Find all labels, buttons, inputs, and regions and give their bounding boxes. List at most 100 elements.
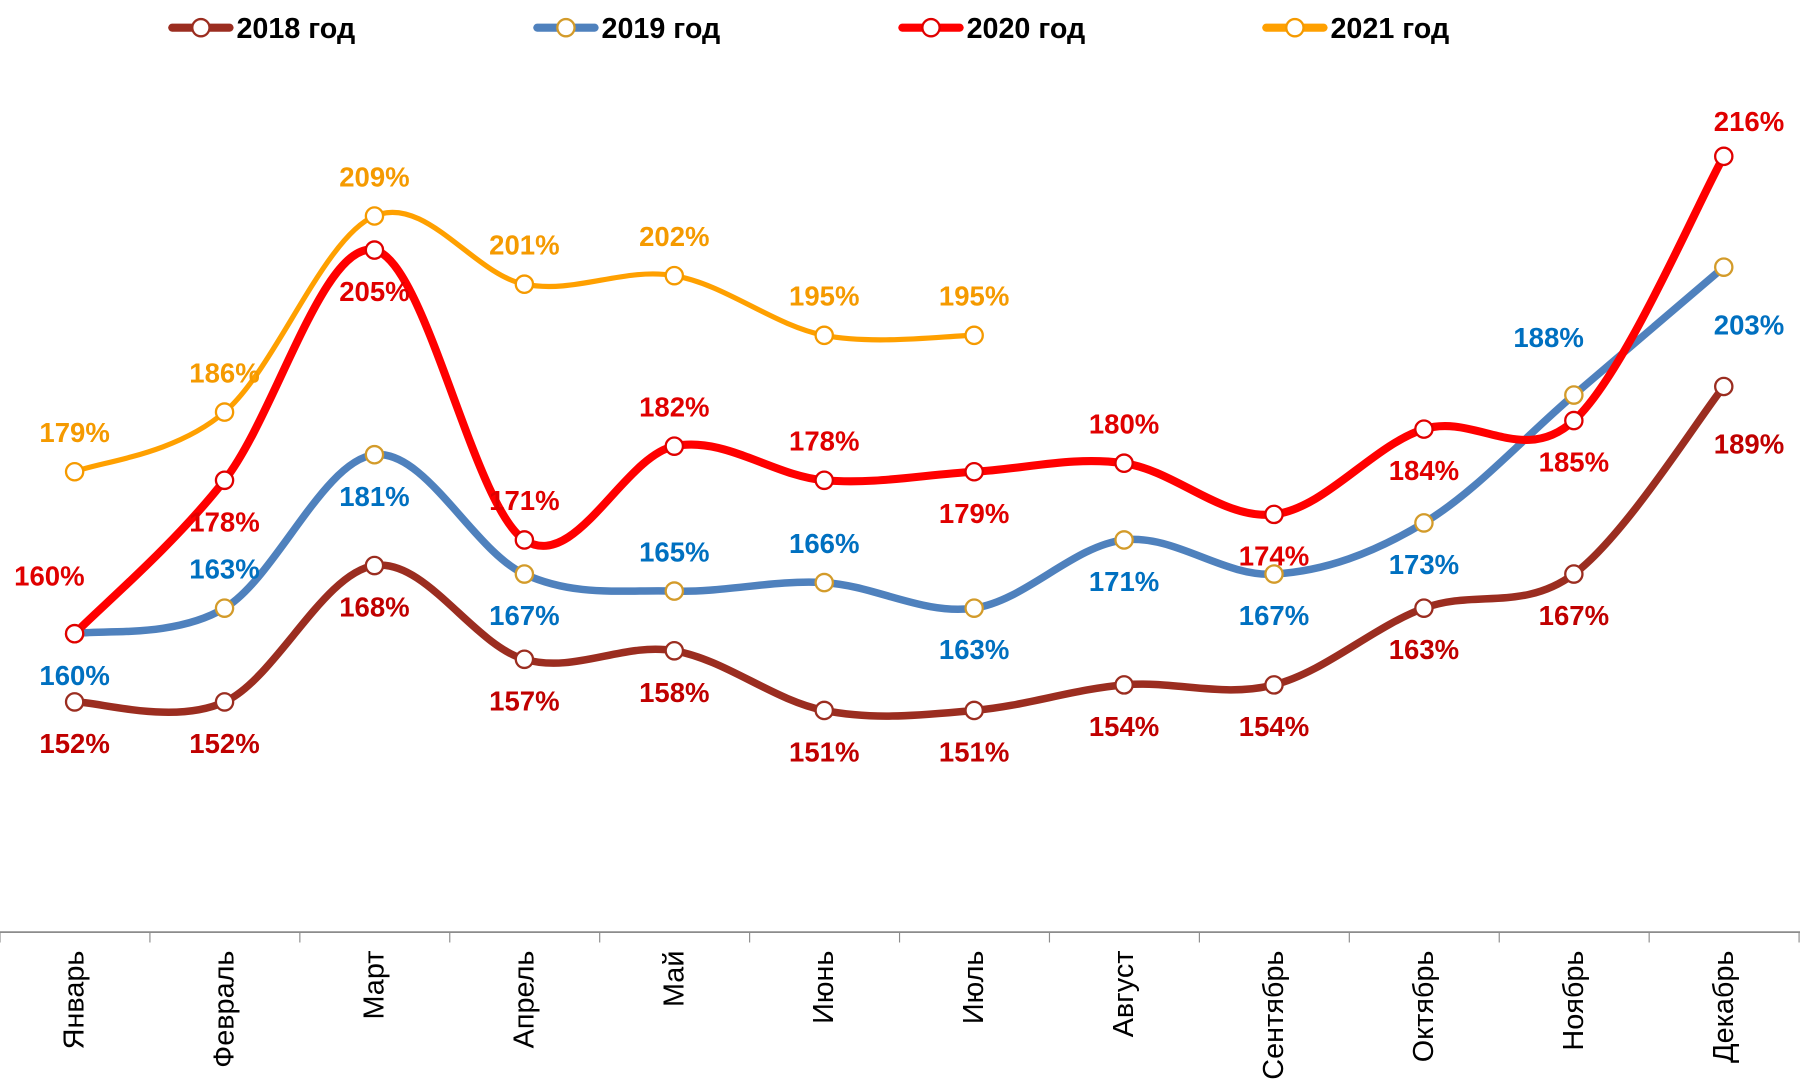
x-tick-label: Июнь xyxy=(808,951,840,1024)
legend-marker-swatch xyxy=(1285,17,1305,38)
data-label-2020--8: 174% xyxy=(1239,540,1309,571)
data-point-2019--5 xyxy=(814,572,834,593)
data-point-2021--3 xyxy=(514,274,535,295)
data-label-2021--2: 209% xyxy=(339,161,409,192)
data-label-2019--5: 166% xyxy=(789,528,859,559)
data-label-2019--7: 171% xyxy=(1089,566,1159,597)
x-tick-label: Ноябрь xyxy=(1558,951,1590,1051)
x-tick-label: Март xyxy=(359,951,391,1020)
data-point-2019--7 xyxy=(1114,530,1134,550)
data-point-2020--1 xyxy=(214,470,235,491)
series-markers xyxy=(64,146,1734,721)
data-point-2019--4 xyxy=(664,581,685,601)
data-label-2018--4: 158% xyxy=(639,677,709,708)
data-label-2019--2: 181% xyxy=(339,481,409,512)
data-label-2021--3: 201% xyxy=(489,229,559,260)
data-point-2019--6 xyxy=(964,598,984,618)
data-point-2021--0 xyxy=(64,461,85,482)
x-tick-label: Июль xyxy=(958,951,990,1025)
data-label-2018--5: 151% xyxy=(789,736,859,767)
data-label-2018--9: 163% xyxy=(1389,634,1459,665)
series-lines xyxy=(70,152,1728,720)
x-tick-label: Сентябрь xyxy=(1258,951,1290,1080)
data-point-2020--3 xyxy=(514,530,535,550)
data-point-2020--6 xyxy=(964,461,984,482)
data-label-2018--0: 152% xyxy=(39,728,109,759)
data-label-2020--7: 180% xyxy=(1089,408,1159,439)
data-point-2019--3 xyxy=(514,564,535,584)
data-label-2021--1: 186% xyxy=(189,357,259,388)
data-point-2020--9 xyxy=(1414,419,1434,439)
data-label-2018--8: 154% xyxy=(1239,711,1309,742)
data-label-2019--11: 203% xyxy=(1714,309,1784,340)
data-point-2019--8 xyxy=(1264,564,1284,584)
data-point-2019--11 xyxy=(1714,257,1734,277)
data-point-2021--5 xyxy=(814,325,834,346)
legend-marker-swatch xyxy=(556,17,576,38)
data-label-2019--4: 165% xyxy=(639,536,709,567)
data-point-2018--9 xyxy=(1414,598,1434,618)
data-label-2018--3: 157% xyxy=(489,685,559,716)
x-tick-label: Декабрь xyxy=(1708,951,1740,1063)
data-point-2018--5 xyxy=(814,700,834,721)
data-label-2018--1: 152% xyxy=(189,728,259,759)
legend-marker-swatch xyxy=(191,17,211,38)
data-label-2020--10: 185% xyxy=(1539,447,1609,478)
legend-item-2020-: 2020 год xyxy=(898,13,1086,45)
data-labels: 152% 152% 168% 157% 158% 151% 151% 154% 154% 163%… xyxy=(14,106,1784,767)
series-line-2020- xyxy=(70,152,1728,638)
legend-item-2018-: 2018 год xyxy=(168,13,355,45)
series-line-2019- xyxy=(70,263,1728,638)
x-axis: Январь Февраль Март Апрель Май Июнь Июль Август… xyxy=(0,931,1800,1080)
data-point-2021--4 xyxy=(664,265,685,286)
data-point-2021--6 xyxy=(964,325,984,346)
data-label-2020--2: 205% xyxy=(339,276,409,307)
data-point-2020--10 xyxy=(1564,410,1584,431)
data-point-2020--7 xyxy=(1114,453,1134,474)
legend-label: 2020 год xyxy=(967,13,1086,45)
data-point-2018--3 xyxy=(514,649,535,670)
legend-item-2021-: 2021 год xyxy=(1262,13,1449,45)
data-point-2020--5 xyxy=(814,470,834,491)
data-point-2018--6 xyxy=(964,700,984,721)
data-point-2018--0 xyxy=(64,692,85,712)
x-tick-label: Май xyxy=(658,951,690,1007)
x-tick-label: Октябрь xyxy=(1408,951,1440,1063)
data-label-2019--8: 167% xyxy=(1239,600,1309,631)
data-label-2020--4: 182% xyxy=(639,391,709,422)
data-point-2020--4 xyxy=(664,436,685,456)
legend-label: 2021 год xyxy=(1330,13,1449,45)
data-point-2020--8 xyxy=(1264,504,1284,525)
data-label-2021--5: 195% xyxy=(789,281,859,312)
data-point-2020--2 xyxy=(364,240,385,260)
data-label-2018--6: 151% xyxy=(939,736,1009,767)
data-label-2019--6: 163% xyxy=(939,634,1009,665)
data-label-2021--4: 202% xyxy=(639,221,709,252)
series-line-2018- xyxy=(70,382,1728,720)
data-label-2020--0: 160% xyxy=(14,561,84,592)
x-tick-label: Февраль xyxy=(209,951,241,1068)
data-point-2019--1 xyxy=(214,598,235,618)
data-label-2020--6: 179% xyxy=(939,498,1009,529)
data-label-2018--7: 154% xyxy=(1089,711,1159,742)
data-point-2020--0 xyxy=(64,623,85,644)
data-point-2018--11 xyxy=(1714,376,1734,397)
legend-label: 2019 год xyxy=(602,13,721,45)
data-point-2018--10 xyxy=(1564,564,1584,584)
data-point-2018--8 xyxy=(1264,675,1284,695)
data-point-2020--11 xyxy=(1714,146,1734,167)
data-label-2020--11: 216% xyxy=(1714,106,1784,137)
data-label-2019--10: 188% xyxy=(1513,322,1583,353)
data-label-2019--9: 173% xyxy=(1389,549,1459,580)
legend: 2018 год 2019 год 2020 год 2021 год xyxy=(168,13,1449,45)
x-tick-label: Август xyxy=(1108,951,1140,1038)
data-point-2018--1 xyxy=(214,692,235,712)
data-label-2020--9: 184% xyxy=(1389,455,1459,486)
data-label-2021--6: 195% xyxy=(939,281,1009,312)
legend-marker-swatch xyxy=(921,17,941,38)
data-point-2018--2 xyxy=(364,555,385,576)
data-point-2019--10 xyxy=(1564,385,1584,405)
data-label-2018--11: 189% xyxy=(1714,429,1784,460)
data-label-2018--10: 167% xyxy=(1539,600,1609,631)
